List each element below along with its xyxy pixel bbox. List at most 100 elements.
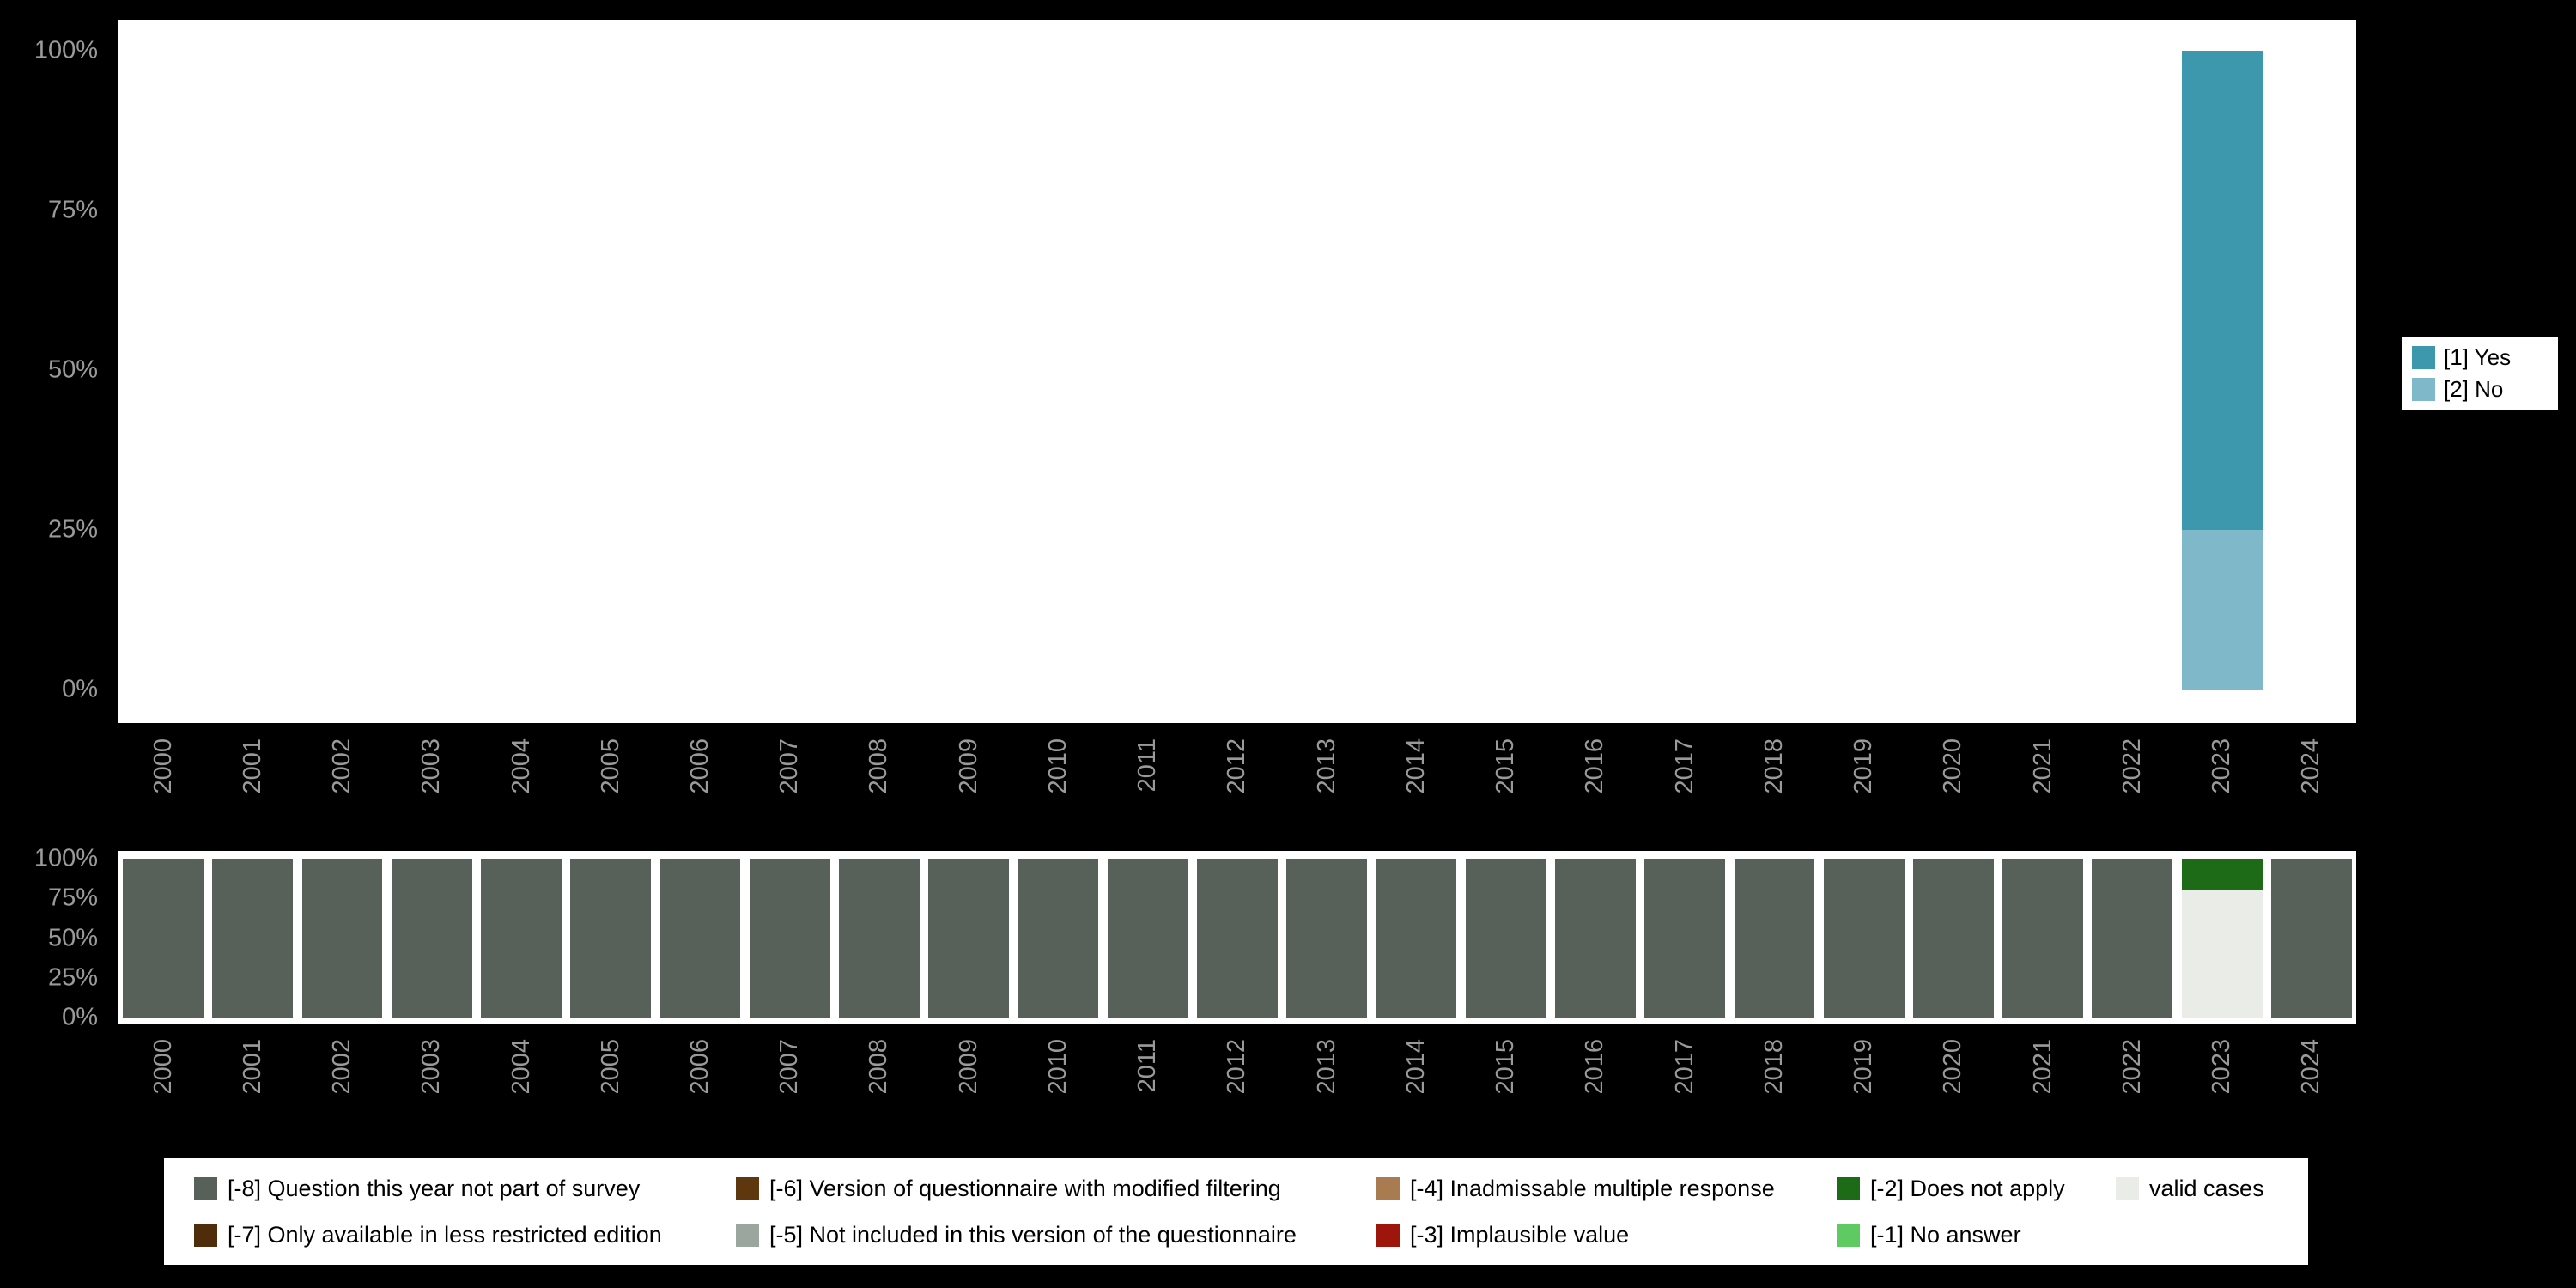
bar-2016 [1551,51,1640,690]
bar-2024 [2267,51,2356,690]
x-tick-2018: 2018 [1729,738,1819,854]
bar-2000 [118,859,208,1018]
legend-label: [2] No [2444,376,2504,402]
legend-swatch-icon [2412,346,2435,369]
x-tick-2024: 2024 [2267,738,2356,854]
x-tick-2000: 2000 [118,738,208,854]
bar-2018 [1729,859,1819,1018]
x-tick-label: 2008 [865,1039,893,1095]
x-tick-2011: 2011 [1103,1039,1193,1155]
x-tick-2008: 2008 [835,1039,924,1155]
bar-2002 [297,859,386,1018]
bar-2004 [477,859,566,1018]
bar-segment-2007-8-question-this-year-not-part-of-survey [749,859,830,1018]
x-tick-label: 2023 [2208,1039,2235,1095]
x-tick-label: 2012 [1223,738,1251,794]
x-tick-label: 2024 [2297,1039,2325,1095]
bar-2014 [1371,859,1461,1018]
bar-2023 [2178,859,2267,1018]
bar-2003 [387,859,477,1018]
x-tick-2016: 2016 [1551,738,1640,854]
bar-2016 [1551,859,1640,1018]
x-tick-2022: 2022 [2087,1039,2177,1155]
bar-segment-2004-8-question-this-year-not-part-of-survey [481,859,562,1018]
bar-segment-2006-8-question-this-year-not-part-of-survey [659,859,741,1018]
x-tick-2008: 2008 [835,738,924,854]
x-tick-label: 2000 [149,1039,177,1095]
y-tick-label-25: 25% [47,963,98,992]
x-tick-2009: 2009 [924,738,1013,854]
x-tick-2023: 2023 [2177,738,2266,854]
y-tick-label-25: 25% [47,515,98,544]
y-tick-label-50: 50% [47,355,98,384]
x-tick-2013: 2013 [1282,1039,1371,1155]
x-tick-label: 2000 [149,738,177,794]
bar-2020 [1909,859,1998,1018]
x-tick-label: 2008 [865,738,893,794]
x-tick-2001: 2001 [208,1039,297,1155]
frequency-chart-x-axis: 2000 2001 2002 2003 2004 2005 2006 2007 2008 2009… [118,738,2356,854]
legend-label: [-6] Version of questionnaire with modif… [769,1175,1281,1201]
missing-values-chart-y-axis: 100% 75% 50% 25% 0% [0,845,108,1031]
x-tick-2011: 2011 [1103,738,1193,854]
x-tick-label: 2015 [1492,1039,1520,1095]
legend-entry-1-yes: [1] Yes [2412,344,2548,371]
x-tick-label: 2012 [1223,1039,1251,1095]
legend-label: [-5] Not included in this version of the… [769,1221,1297,1248]
x-tick-2017: 2017 [1640,738,1729,854]
bar-2023 [2178,51,2267,690]
x-tick-2016: 2016 [1551,1039,1640,1155]
x-tick-2021: 2021 [1998,1039,2087,1155]
legend-swatch-icon [1837,1176,1860,1200]
bar-2001 [208,51,297,690]
x-tick-2002: 2002 [297,1039,386,1155]
x-tick-label: 2013 [1312,738,1340,794]
x-tick-label: 2007 [775,1039,804,1095]
x-tick-label: 2022 [2117,738,2146,794]
bar-segment-2012-8-question-this-year-not-part-of-survey [1197,859,1278,1018]
bar-segment-2021-8-question-this-year-not-part-of-survey [2002,859,2084,1018]
x-tick-label: 2005 [596,738,624,794]
bar-2005 [566,51,655,690]
bar-2007 [745,859,835,1018]
bar-2021 [1998,859,2087,1018]
x-tick-2007: 2007 [745,738,835,854]
bar-segment-2005-8-question-this-year-not-part-of-survey [570,859,652,1018]
x-tick-2014: 2014 [1371,738,1461,854]
x-tick-label: 2004 [507,738,535,794]
y-tick-label-0: 0% [62,675,98,703]
x-tick-2005: 2005 [566,1039,655,1155]
bar-segment-2017-8-question-this-year-not-part-of-survey [1644,859,1726,1018]
bar-2020 [1909,51,1998,690]
bar-2000 [118,51,208,690]
bar-2010 [1013,51,1103,690]
bar-2008 [835,51,924,690]
x-tick-label: 2004 [507,1039,535,1095]
x-tick-label: 2002 [328,738,356,794]
x-tick-label: 2011 [1133,1039,1162,1093]
missing-values-chart-x-axis: 2000 2001 2002 2003 2004 2005 2006 2007 2008 2009… [118,1039,2356,1155]
bar-2022 [2087,51,2177,690]
legend-column-2: [-6] Version of questionnaire with modif… [736,1165,1376,1258]
x-tick-label: 2002 [328,1039,356,1095]
x-tick-2003: 2003 [387,1039,477,1155]
bar-2010 [1013,859,1103,1018]
x-tick-2022: 2022 [2087,738,2177,854]
x-tick-2012: 2012 [1193,738,1282,854]
legend-column-3: [-4] Inadmissable multiple response [-3] … [1376,1165,1837,1258]
bar-segment-2022-8-question-this-year-not-part-of-survey [2092,859,2173,1018]
bar-segment-2014-8-question-this-year-not-part-of-survey [1376,859,1457,1018]
x-tick-2009: 2009 [924,1039,1013,1155]
legend-swatch-icon [736,1223,759,1247]
x-tick-2018: 2018 [1729,1039,1819,1155]
x-tick-label: 2009 [954,1039,982,1095]
x-tick-2020: 2020 [1909,1039,1998,1155]
x-tick-2017: 2017 [1640,1039,1729,1155]
x-tick-label: 2005 [596,1039,624,1095]
bar-2014 [1371,51,1461,690]
x-tick-label: 2014 [1401,1039,1430,1095]
x-tick-label: 2021 [2028,738,2057,794]
y-tick-label-75: 75% [47,196,98,224]
x-tick-label: 2019 [1850,1039,1878,1095]
